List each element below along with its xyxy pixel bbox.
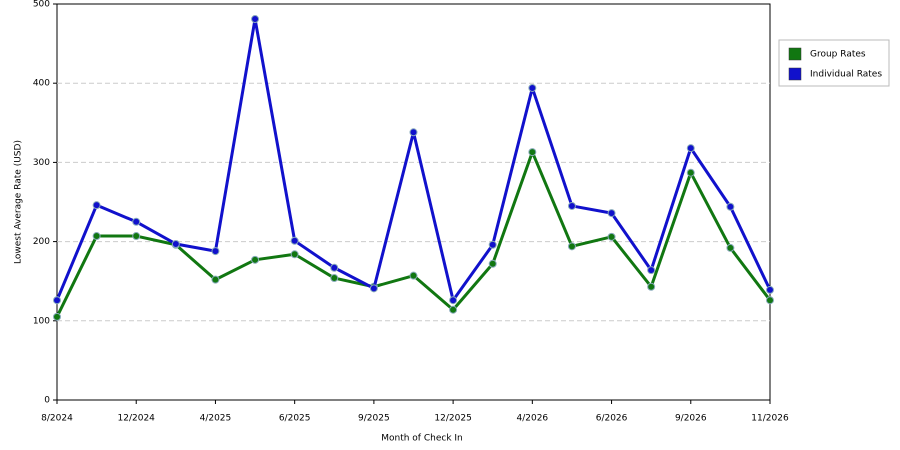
y-tick-label: 200	[33, 237, 50, 247]
point	[449, 305, 458, 314]
x-tick-label: 8/2024	[41, 414, 73, 424]
point	[726, 243, 735, 252]
point	[330, 274, 339, 283]
point	[686, 168, 695, 177]
point	[607, 232, 616, 241]
point	[488, 259, 497, 268]
x-tick-label: 4/2026	[516, 414, 548, 424]
x-tick-label: 12/2024	[118, 414, 156, 424]
point	[53, 312, 61, 321]
y-tick-label: 400	[33, 79, 50, 89]
point	[528, 83, 537, 92]
point	[567, 242, 576, 251]
x-tick-label: 11/2026	[751, 414, 789, 424]
point	[132, 217, 141, 226]
point	[766, 296, 774, 305]
point	[409, 128, 418, 137]
legend-label: Group Rates	[810, 50, 866, 60]
x-tick-label: 6/2026	[596, 414, 628, 424]
point	[211, 247, 220, 256]
point	[647, 282, 656, 291]
x-tick-label: 12/2025	[434, 414, 471, 424]
y-tick-label: 300	[33, 158, 50, 168]
point	[766, 285, 774, 294]
x-tick-label: 6/2025	[279, 414, 311, 424]
x-axis-title: Month of Check In	[381, 434, 463, 444]
point	[251, 255, 260, 264]
x-tick-label: 9/2025	[358, 414, 390, 424]
point	[171, 239, 180, 248]
point	[607, 209, 616, 218]
legend-swatch	[788, 67, 802, 81]
point	[132, 232, 141, 241]
y-tick-label: 0	[44, 396, 50, 406]
x-tick-label: 9/2026	[675, 414, 707, 424]
point	[726, 202, 735, 211]
legend-label: Individual Rates	[810, 70, 882, 80]
point	[92, 232, 101, 241]
point	[251, 15, 260, 24]
point	[211, 275, 220, 284]
y-tick-label: 100	[33, 316, 50, 326]
point	[647, 266, 656, 275]
point	[409, 271, 418, 280]
x-tick-label: 4/2025	[200, 414, 232, 424]
point	[290, 236, 299, 245]
point	[567, 201, 576, 210]
point	[92, 201, 101, 210]
point	[449, 296, 458, 305]
y-tick-label: 500	[33, 0, 50, 10]
point	[528, 148, 537, 157]
legend-swatch	[788, 47, 802, 61]
point	[488, 240, 497, 249]
point	[369, 284, 378, 293]
point	[53, 296, 61, 305]
point	[686, 144, 695, 153]
plot-area	[56, 3, 771, 401]
point	[290, 250, 299, 259]
y-axis-title: Lowest Average Rate (USD)	[14, 140, 24, 264]
point	[330, 263, 339, 272]
